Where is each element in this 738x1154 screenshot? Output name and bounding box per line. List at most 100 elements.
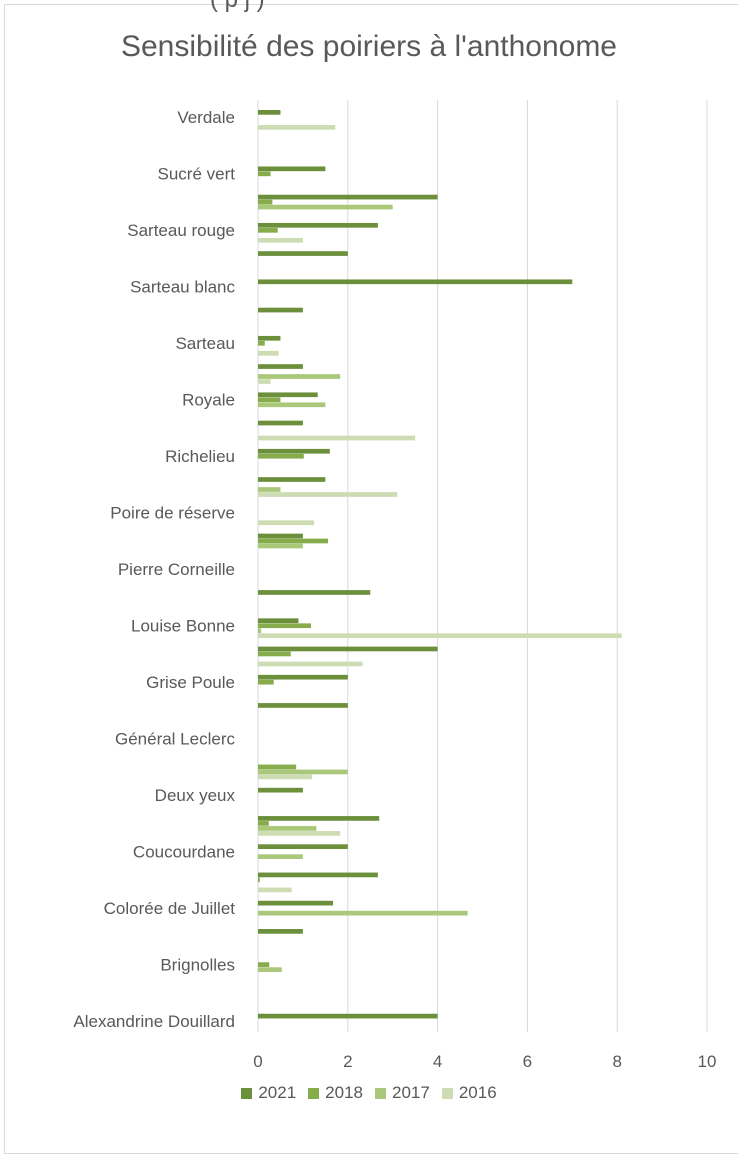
bar-2018 — [258, 538, 329, 544]
bar-2017 — [258, 374, 341, 379]
category-label: Royale — [182, 390, 235, 409]
category-label: Sarteau blanc — [130, 277, 235, 296]
bar-2018 — [258, 453, 304, 459]
bar-2016 — [258, 661, 363, 667]
bar-2021 — [258, 364, 303, 369]
bar-2021 — [258, 420, 303, 426]
bar-2018 — [258, 651, 291, 657]
bar-2016 — [258, 435, 416, 441]
legend-swatch — [375, 1088, 386, 1099]
x-tick-label: 0 — [253, 1052, 262, 1071]
bar-2021 — [258, 392, 318, 398]
legend-label: 2018 — [325, 1083, 363, 1102]
category-label: Grise Poule — [146, 673, 235, 692]
bar-2017 — [258, 543, 303, 549]
bar-2021 — [258, 929, 303, 934]
bar-2021 — [258, 194, 438, 200]
chart-title: Sensibilité des poiriers à l'anthonome — [120, 30, 617, 63]
bar-2021 — [258, 787, 303, 793]
bar-2018 — [258, 199, 273, 205]
category-label: Alexandrine Douillard — [73, 1012, 235, 1031]
legend-label: 2017 — [392, 1083, 430, 1102]
bar-2018 — [258, 877, 260, 883]
bar-2016 — [258, 774, 312, 780]
legend-label: 2016 — [458, 1083, 497, 1102]
cropped-top-text: ( p j ) — [210, 0, 265, 14]
bar-2018 — [258, 227, 278, 233]
x-tick-label: 8 — [612, 1052, 621, 1071]
bar-2016 — [258, 520, 315, 526]
bar-2021 — [258, 900, 333, 906]
legend-item-2016: 2016 — [441, 1083, 497, 1103]
bar-2021 — [258, 251, 348, 256]
bar-2016 — [258, 633, 622, 639]
chart-legend: 2021 2018 2017 2016 — [0, 1083, 738, 1103]
legend-swatch — [308, 1088, 320, 1099]
bar-2016 — [258, 492, 398, 497]
x-tick-label: 10 — [698, 1052, 717, 1071]
bar-2021 — [258, 477, 326, 482]
bar-2021 — [258, 674, 348, 680]
bar-2021 — [258, 448, 330, 454]
bar-2017 — [258, 769, 348, 775]
category-label: Coucourdane — [133, 842, 235, 861]
bar-2017 — [258, 628, 262, 634]
bar-2021 — [258, 703, 348, 708]
bar-2017 — [258, 402, 326, 408]
category-label: Pierre Corneille — [118, 560, 235, 579]
bar-2021 — [258, 279, 573, 285]
category-label: Louise Bonne — [131, 616, 235, 635]
bar-2018 — [258, 340, 265, 346]
bar-2021 — [258, 533, 303, 539]
bar-2018 — [258, 397, 281, 403]
legend-swatch — [241, 1088, 253, 1099]
bar-2021 — [258, 590, 371, 595]
bar-2018 — [258, 962, 270, 967]
bar-2021 — [258, 1013, 438, 1019]
bar-2021 — [258, 872, 378, 878]
x-tick-label: 4 — [433, 1052, 442, 1071]
category-label: Poire de réserve — [110, 503, 235, 522]
bar-2018 — [258, 821, 269, 826]
bar-2021 — [258, 307, 303, 313]
category-label: Sucré vert — [158, 164, 236, 183]
bar-2021 — [258, 110, 281, 115]
category-label: Verdale — [177, 108, 235, 127]
bar-2016 — [258, 887, 292, 893]
legend-item-2018: 2018 — [308, 1083, 363, 1103]
bar-2018 — [258, 623, 311, 629]
bar-2018 — [258, 171, 271, 177]
bar-2021 — [258, 646, 438, 652]
category-label: Sarteau rouge — [127, 221, 235, 240]
bar-2017 — [258, 910, 468, 916]
bar-2021 — [258, 222, 378, 228]
legend-item-2021: 2021 — [241, 1083, 296, 1103]
bar-2016 — [258, 125, 336, 130]
category-label: Colorée de Juillet — [104, 899, 236, 918]
bar-2018 — [258, 679, 274, 685]
bar-2018 — [258, 764, 297, 770]
bar-2017 — [258, 204, 393, 210]
bar-2016 — [258, 350, 279, 356]
category-label: Deux yeux — [155, 786, 236, 805]
category-label: Sarteau — [175, 334, 235, 353]
bar-2016 — [258, 379, 271, 384]
bar-2021 — [258, 816, 380, 821]
bar-2016 — [258, 237, 303, 243]
bar-2017 — [258, 967, 282, 972]
bar-2017 — [258, 826, 317, 831]
bar-2021 — [258, 844, 348, 850]
x-tick-label: 6 — [523, 1052, 532, 1071]
category-label: Richelieu — [165, 447, 235, 466]
category-label: Général Leclerc — [115, 729, 236, 748]
bar-2016 — [258, 831, 341, 836]
bar-2017 — [258, 854, 303, 860]
bar-2017 — [258, 487, 281, 492]
category-label: Brignolles — [160, 955, 235, 974]
bar-2021 — [258, 166, 326, 172]
legend-label: 2021 — [258, 1083, 297, 1102]
x-tick-label: 2 — [343, 1052, 352, 1071]
bar-2021 — [258, 335, 281, 341]
bar-2021 — [258, 618, 299, 624]
